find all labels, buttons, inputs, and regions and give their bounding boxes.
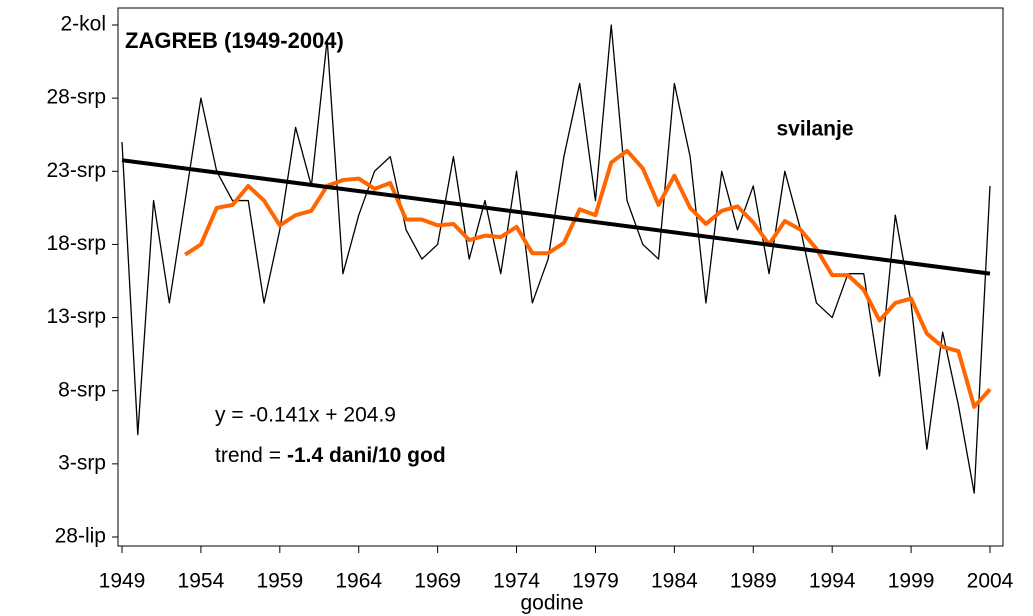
y-tick-label: 28-srp [46,86,106,109]
x-tick-label: 1979 [572,570,619,593]
x-tick-label: 1954 [178,570,225,593]
series-line [121,24,991,494]
trend-label: trend = [215,444,281,467]
y-tick-label: 28-lip [55,525,106,548]
equation: y = -0.141x + 204.9 [215,404,396,427]
y-tick-label: 2-kol [60,13,106,36]
x-tick-label: 1999 [888,570,935,593]
x-tick-label: 1959 [256,570,303,593]
trend-value: -1.4 dani/10 god [287,444,446,467]
x-tick-label: 1949 [99,570,146,593]
trend-annotation: trend = -1.4 dani/10 god [215,444,446,467]
y-tick-label: 18-srp [46,232,106,255]
y-tick-label: 23-srp [46,159,106,182]
x-tick-label: 1964 [335,570,382,593]
x-axis-label: godine [520,592,583,615]
x-tick-label: 1969 [414,570,461,593]
chart-title: ZAGREB (1949-2004) [125,28,344,53]
series-label: svilanje [776,118,853,141]
y-tick-label: 8-srp [58,378,106,401]
x-tick-label: 1984 [651,570,698,593]
x-tick-label: 2004 [967,570,1014,593]
x-tick-label: 1989 [730,570,777,593]
plot-frame [117,7,1004,547]
trend-line [121,158,991,276]
y-tick-label: 3-srp [58,451,106,474]
series-line [184,148,992,409]
x-tick-label: 1994 [809,570,856,593]
y-tick-label: 13-srp [46,305,106,328]
x-tick-label: 1974 [493,570,540,593]
